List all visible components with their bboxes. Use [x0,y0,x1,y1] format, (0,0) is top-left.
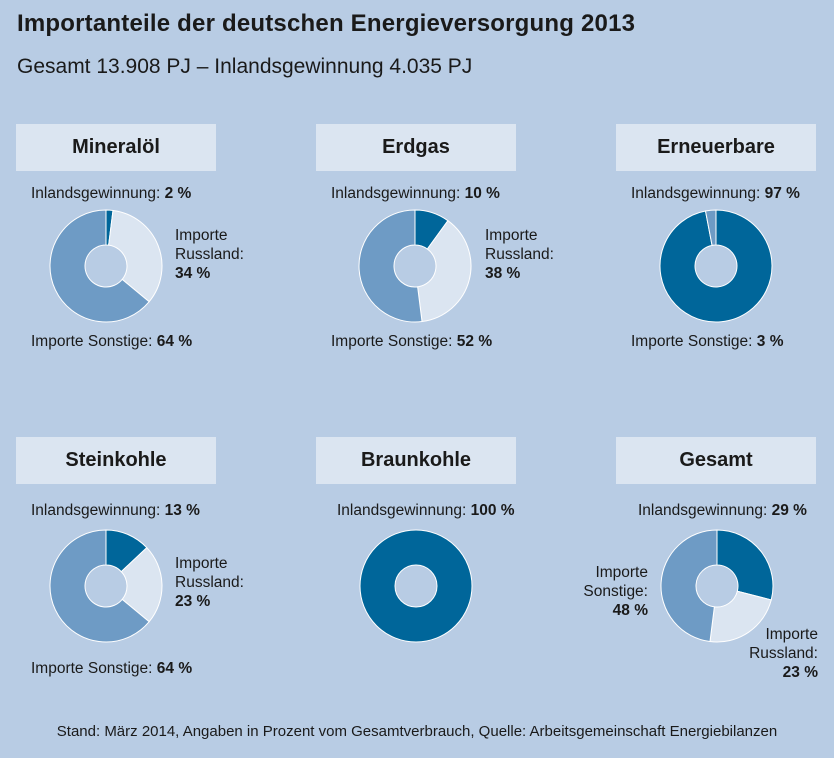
label-russland-erdgas: Importe Russland: 38 % [485,227,554,282]
label-sonstige-steinkohle: Importe Sonstige: 64 % [31,660,193,677]
label-russland-mineraloel: Importe Russland: 34 % [175,227,244,282]
panel-title-gesamt: Gesamt [616,437,816,484]
donut-erdgas [358,209,472,323]
slice-gesamt-importe-sonstige [660,529,718,643]
panel-title-erdgas: Erdgas [316,124,516,171]
label-sonstige-gesamt: Importe Sonstige: 48 % [583,564,648,619]
label-inland-gesamt: Inlandsgewinnung: 29 % [638,502,807,519]
panel-title-steinkohle: Steinkohle [16,437,216,484]
chart-subtitle: Gesamt 13.908 PJ – Inlandsgewinnung 4.03… [17,55,473,78]
donut-mineraloel [49,209,163,323]
label-sonstige-mineraloel: Importe Sonstige: 64 % [31,333,193,350]
donut-braunkohle [359,529,473,643]
label-sonstige-erneuerbare: Importe Sonstige: 3 % [631,333,784,350]
chart-title: Importanteile der deutschen Energieverso… [17,10,636,37]
slice-erneuerbare-inlandsgewinnung [659,209,773,323]
panel-title-mineraloel: Mineralöl [16,124,216,171]
label-inland-erdgas: Inlandsgewinnung: 10 % [331,185,500,202]
label-inland-mineraloel: Inlandsgewinnung: 2 % [31,185,192,202]
label-sonstige-erdgas: Importe Sonstige: 52 % [331,333,493,350]
slice-braunkohle-inlandsgewinnung [359,529,473,643]
source-footer: Stand: März 2014, Angaben in Prozent vom… [56,723,778,740]
label-inland-erneuerbare: Inlandsgewinnung: 97 % [631,185,800,202]
slice-gesamt-inlandsgewinnung [716,529,774,601]
slice-steinkohle-importe-russland [120,546,163,623]
donut-erneuerbare [659,209,773,323]
slice-mineraloel-importe-sonstige [49,209,150,323]
label-inland-steinkohle: Inlandsgewinnung: 13 % [31,502,200,519]
slice-mineraloel-importe-russland [108,209,163,303]
slice-erdgas-importe-sonstige [358,209,423,323]
slice-erdgas-importe-russland [417,219,472,323]
panel-title-braunkohle: Braunkohle [316,437,516,484]
donut-steinkohle [49,529,163,643]
label-inland-braunkohle: Inlandsgewinnung: 100 % [337,502,515,519]
panel-title-erneuerbare: Erneuerbare [616,124,816,171]
donut-gesamt [660,529,774,643]
label-russland-gesamt: Importe Russland: 23 % [749,626,818,681]
slice-erneuerbare-importe-sonstige [704,209,717,246]
slice-gesamt-importe-russland [709,590,772,643]
slice-steinkohle-importe-sonstige [49,529,150,643]
label-russland-steinkohle: Importe Russland: 23 % [175,555,244,610]
